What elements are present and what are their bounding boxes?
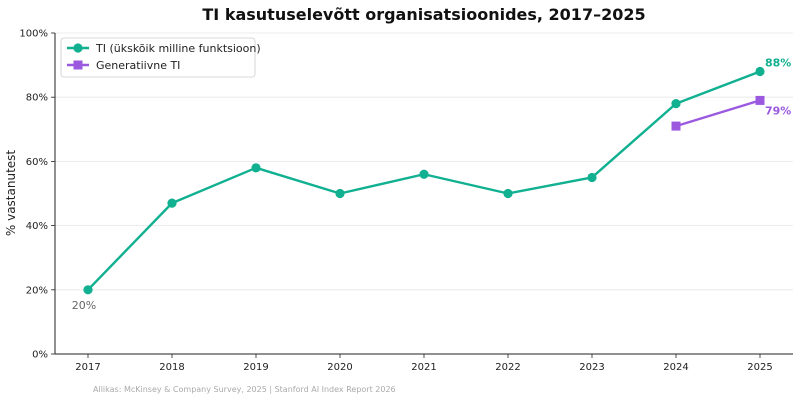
series-0-point — [167, 198, 177, 208]
series-0-point — [587, 172, 597, 183]
data-label: 88% — [765, 57, 791, 70]
x-tick-label: 2019 — [243, 362, 268, 373]
legend-label: Generatiivne TI — [96, 59, 180, 72]
series-0-point — [335, 188, 345, 199]
x-tick-label: 2025 — [747, 362, 772, 373]
x-tick-label: 2020 — [327, 362, 352, 373]
series-0-point — [503, 188, 513, 199]
y-tick-label: 100% — [19, 29, 48, 40]
series-line-1 — [674, 99, 762, 128]
x-tick-label: 2024 — [663, 362, 688, 373]
y-tick-label: 40% — [26, 221, 48, 232]
y-tick-label: 20% — [26, 285, 48, 296]
data-label: 79% — [765, 104, 791, 117]
x-tick-label: 2022 — [495, 362, 520, 373]
y-tick-label: 80% — [26, 93, 48, 104]
y-tick-label: 60% — [26, 157, 48, 168]
x-tick-label: 2021 — [411, 362, 436, 373]
chart-title: TI kasutuselevõtt organisatsioonides, 20… — [202, 5, 645, 24]
series-0-point — [83, 285, 93, 295]
legend-label: TI (ükskõik milline funktsioon) — [95, 42, 261, 55]
series-0-point — [755, 66, 765, 77]
source-note: Allikas: McKinsey & Company Survey, 2025… — [93, 385, 396, 394]
legend-box — [60, 37, 256, 78]
series-0-point — [419, 169, 429, 179]
x-tick-label: 2018 — [159, 362, 184, 373]
plot-area: 0% 20% 40% 60% 80% 100% 2017 2018 2019 2020 2021 20… — [19, 29, 793, 373]
series-1-point — [755, 95, 765, 105]
y-tick-label: 0% — [32, 350, 48, 361]
series-0-point — [251, 163, 261, 173]
series-1-point — [671, 121, 681, 131]
legend-marker — [73, 43, 83, 53]
legend-marker — [73, 60, 83, 70]
data-label: 20% — [72, 299, 96, 312]
x-tick-label: 2017 — [75, 362, 100, 373]
series-line-0 — [86, 70, 762, 291]
y-axis-label: % vastanutest — [4, 150, 18, 237]
x-tick-label: 2023 — [579, 362, 604, 373]
series-0-point — [671, 99, 681, 109]
